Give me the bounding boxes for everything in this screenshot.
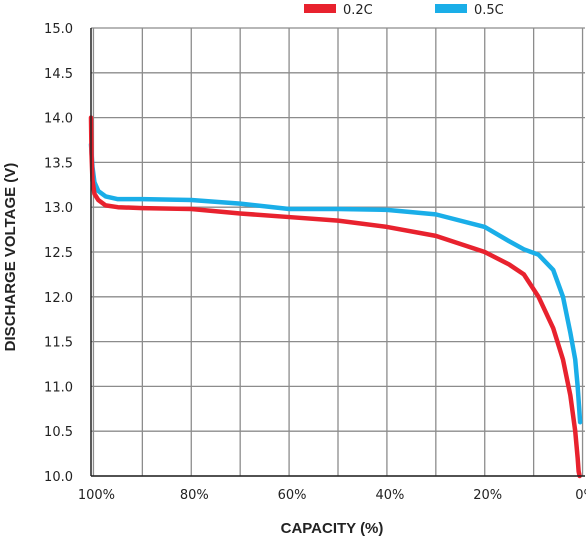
- legend-label-0.2c: 0.2C: [343, 3, 373, 18]
- x-tick-label: 80%: [180, 488, 209, 503]
- series-line-0.2c: [88, 115, 582, 479]
- legend: 0.2C 0.5C: [304, 3, 504, 18]
- y-tick-label: 15.0: [44, 22, 73, 37]
- x-tick-labels: 100% 80% 60% 40% 20% 0%: [78, 488, 586, 503]
- y-axis-title: DISCHARGE VOLTAGE (V): [2, 163, 19, 352]
- series-line-0.5c: [88, 142, 583, 425]
- y-tick-label: 13.0: [44, 201, 73, 216]
- x-axis-title: CAPACITY (%): [281, 520, 384, 537]
- y-tick-label: 10.5: [44, 425, 73, 440]
- legend-swatch-0.5c: [435, 4, 467, 13]
- y-tick-label: 11.5: [44, 336, 73, 351]
- y-tick-label: 14.0: [44, 112, 73, 127]
- plot-frame: [90, 28, 585, 477]
- x-tick-label: 0%: [575, 488, 586, 503]
- legend-label-0.5c: 0.5C: [474, 3, 504, 18]
- legend-swatch-0.2c: [304, 4, 336, 13]
- y-tick-label: 12.5: [44, 246, 73, 261]
- x-tick-label: 100%: [78, 488, 115, 503]
- y-tick-label: 10.0: [44, 470, 73, 485]
- x-tick-label: 40%: [375, 488, 404, 503]
- grid: [91, 27, 585, 477]
- series-layer: [88, 115, 583, 479]
- y-tick-label: 13.5: [44, 156, 73, 171]
- y-tick-label: 12.0: [44, 291, 73, 306]
- y-tick-label: 11.0: [44, 380, 73, 395]
- x-tick-label: 20%: [473, 488, 502, 503]
- y-tick-labels: 10.0 10.5 11.0 11.5 12.0 12.5 13.0 13.5 14.0 14.5…: [44, 22, 73, 485]
- y-tick-label: 14.5: [44, 67, 73, 82]
- x-tick-label: 60%: [278, 488, 307, 503]
